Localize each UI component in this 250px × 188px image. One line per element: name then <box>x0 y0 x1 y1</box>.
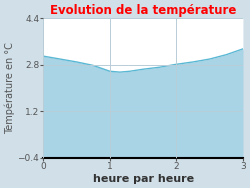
Title: Evolution de la température: Evolution de la température <box>50 4 236 17</box>
X-axis label: heure par heure: heure par heure <box>92 174 194 184</box>
Y-axis label: Température en °C: Température en °C <box>4 42 15 134</box>
